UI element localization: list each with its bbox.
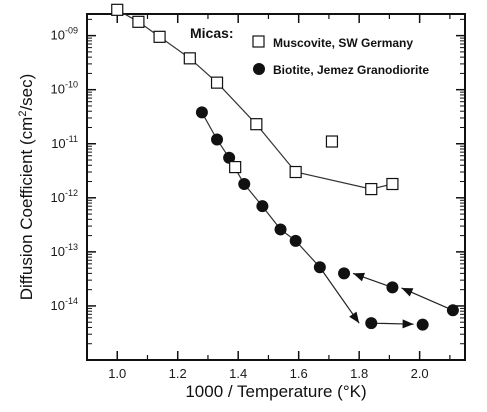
biotite-point (274, 223, 287, 236)
series-markers (111, 3, 459, 331)
x-tick-label: 1.4 (229, 366, 247, 381)
muscovite-point (153, 30, 166, 43)
biotite-arrow-head (402, 319, 414, 329)
legend-title: Micas: (190, 25, 234, 41)
y-tick-label: 10-14 (51, 296, 78, 313)
biotite-arrow-head (353, 272, 365, 282)
x-tick-label: 2.0 (411, 366, 429, 381)
y-tick-base: 10 (51, 190, 65, 205)
muscovite-point (111, 3, 124, 16)
muscovite-point (325, 135, 339, 148)
muscovite-point (132, 15, 145, 28)
y-axis-title-sup: 2 (17, 111, 29, 117)
plot-frame (86, 13, 466, 361)
legend-marker-biotite (253, 63, 265, 75)
legend-label-biotite: Biotite, Jemez Granodiorite (273, 63, 429, 77)
biotite-point (223, 151, 236, 164)
y-tick-exponent: -09 (65, 26, 78, 36)
y-tick-exponent: -14 (65, 296, 78, 306)
muscovite-point (229, 160, 242, 174)
muscovite-point (365, 182, 378, 196)
x-axis-ticks: 1.0 1.2 1.4 1.6 1.8 2.0 (86, 14, 451, 381)
muscovite-point (183, 52, 196, 65)
y-tick-label: 10-12 (51, 188, 78, 205)
biotite-point (386, 281, 399, 294)
y-tick-exponent: -12 (65, 188, 78, 198)
muscovite-point (386, 177, 399, 191)
biotite-point (238, 178, 251, 191)
biotite-point (313, 261, 326, 274)
y-tick-base: 10 (51, 298, 65, 313)
y-axis-title: Diffusion Coefficient (cm2/sec) (17, 74, 36, 301)
y-tick-exponent: -10 (65, 80, 78, 90)
y-tick-base: 10 (51, 244, 65, 259)
y-tick-exponent: -13 (65, 242, 78, 252)
biotite-point (416, 318, 429, 331)
x-axis-title: 1000 / Temperature (°K) (185, 382, 366, 401)
x-tick-label: 1.6 (290, 366, 308, 381)
y-axis-title-end: /sec) (17, 74, 36, 111)
y-tick-base: 10 (51, 28, 65, 43)
muscovite-point (250, 118, 263, 131)
y-axis-title-main: Diffusion Coefficient (cm (17, 117, 36, 301)
muscovite-point (210, 76, 224, 89)
biotite-point (365, 317, 378, 330)
biotite-point (446, 304, 459, 317)
y-tick-exponent: -11 (66, 134, 78, 144)
legend-marker-muscovite (252, 35, 265, 48)
y-tick-label: 10-09 (51, 26, 78, 43)
biotite-arrow-line (319, 266, 360, 324)
y-tick-base: 10 (51, 136, 65, 151)
x-tick-label: 1.2 (169, 366, 187, 381)
biotite-point (195, 106, 208, 119)
y-tick-base: 10 (51, 82, 65, 97)
legend: Micas: Muscovite, SW Germany Biotite, Je… (190, 25, 429, 77)
biotite-point (256, 200, 269, 213)
biotite-arrow-head (401, 287, 414, 297)
biotite-point (289, 234, 302, 247)
biotite-point (338, 267, 351, 280)
y-tick-label: 10-10 (51, 80, 78, 97)
y-tick-label: 10-11 (51, 134, 78, 151)
y-tick-label: 10-13 (51, 242, 78, 259)
biotite-arrow-head (349, 311, 360, 324)
series-arrows (319, 266, 454, 329)
x-tick-label: 1.0 (108, 366, 126, 381)
biotite-point (211, 133, 224, 146)
x-tick-label: 1.8 (350, 366, 368, 381)
legend-label-muscovite: Muscovite, SW Germany (273, 36, 413, 50)
muscovite-point (289, 165, 302, 179)
